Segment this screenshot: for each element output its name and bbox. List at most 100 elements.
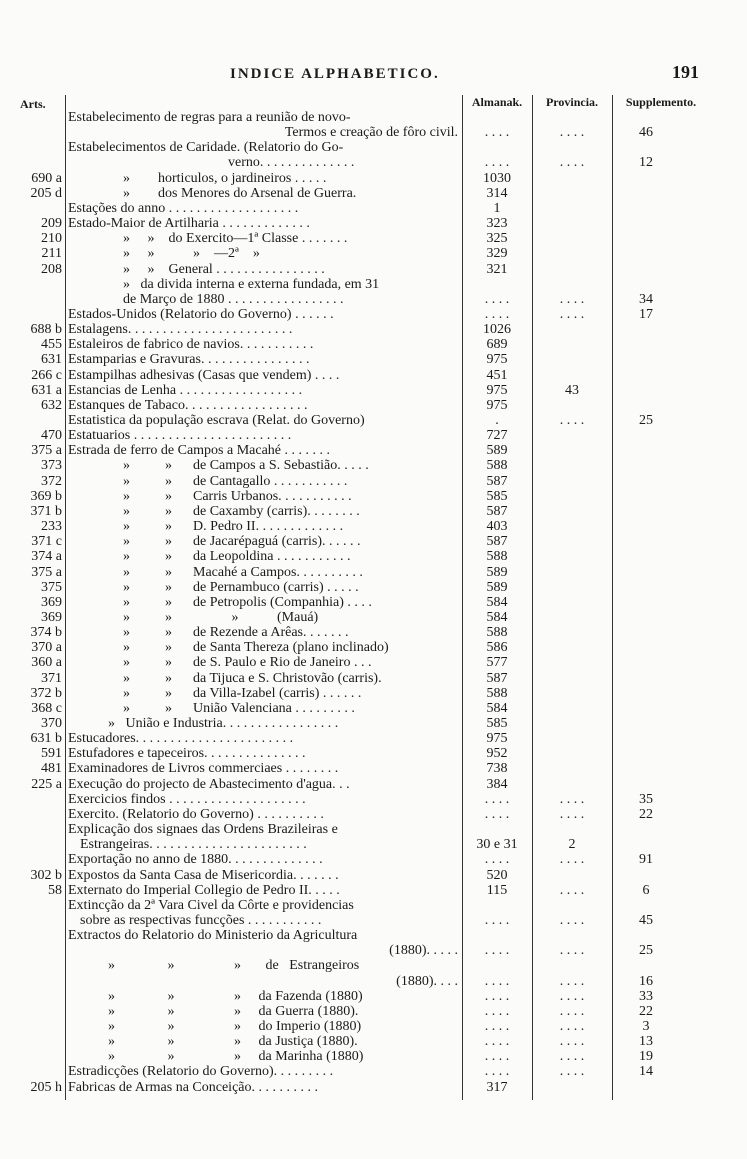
entry: » » D. Pedro II. . . . . . . . . . . . . [123, 519, 344, 535]
art-number: 455 [41, 337, 62, 353]
entry: » » de Campos a S. Sebastião. . . . . [123, 458, 369, 474]
entry: Extincção da 2ª Vara Civel da Côrte e pr… [68, 897, 354, 913]
almanak-ref: 738 [486, 761, 508, 777]
almanak-ref: . . . . [484, 1049, 510, 1065]
entry: » » do Exercito—1ª Classe . . . . . . . [123, 231, 348, 247]
entry: Estado-Maior de Artilharia . . . . . . .… [68, 216, 310, 232]
entry: » » » da Justiça (1880). [108, 1034, 358, 1050]
entry: » » de Pernambuco (carris) . . . . . [123, 579, 359, 595]
art-number: 208 [41, 261, 62, 277]
provincia-ref: 2 [568, 837, 576, 853]
art-number: 58 [48, 882, 62, 898]
almanak-ref: 321 [486, 261, 508, 277]
supplemento-ref: 13 [639, 1034, 653, 1050]
entry: Exercicios findos . . . . . . . . . . . … [68, 791, 306, 807]
provincia-ref: . . . . [559, 806, 585, 822]
art-number: 368 c [31, 700, 62, 716]
almanak-ref: 1 [493, 200, 501, 216]
page-title: INDICE ALPHABETICO. [230, 66, 440, 82]
art-number: 370 [41, 716, 62, 731]
entry: Externato do Imperial Collegio de Pedro … [68, 882, 340, 898]
entry: Estaleiros de fabrico de navios. . . . .… [68, 337, 314, 353]
provincia-ref: . . . . [559, 1034, 585, 1050]
supplemento-ref: 91 [639, 852, 653, 868]
entry: Estucadores. . . . . . . . . . . . . . .… [68, 731, 294, 747]
rule [462, 95, 463, 1100]
entry: » » da Leopoldina . . . . . . . . . . . [123, 549, 351, 565]
art-number: 470 [41, 428, 62, 444]
art-number: 374 b [30, 625, 63, 641]
provincia-ref: . . . . [559, 882, 585, 898]
provincia-ref: . . . . [559, 291, 585, 307]
entry: Estabelecimento de regras para a reunião… [68, 110, 351, 125]
entry: » » » —2ª » [123, 246, 260, 262]
supplemento-ref: 17 [639, 306, 653, 322]
art-number: 370 a [31, 640, 62, 656]
provincia-ref: . . . . [559, 413, 585, 428]
entry: » » Carris Urbanos. . . . . . . . . . . [123, 488, 352, 504]
art-number: 205 d [30, 185, 63, 201]
entry: » União e Industria. . . . . . . . . . .… [108, 716, 339, 731]
entry: Expostos da Santa Casa de Misericordia. … [68, 867, 339, 883]
entry: » » » da Fazenda (1880) [108, 988, 363, 1004]
entry: Estatistica da população escrava (Relat.… [68, 413, 365, 428]
almanak-ref: 30 e 31 [476, 837, 518, 853]
almanak-ref: 1030 [483, 170, 511, 186]
art-number: 369 b [30, 488, 63, 504]
supplemento-ref: 16 [639, 973, 653, 989]
provincia-ref: . . . . [559, 912, 585, 928]
almanak-ref: 584 [486, 594, 508, 610]
almanak-ref: 589 [486, 579, 508, 595]
art-number: 369 [41, 594, 62, 610]
art-number: 371 [41, 670, 62, 686]
entry: » » de Rezende a Arêas. . . . . . . [123, 625, 349, 641]
supplemento-ref: 35 [639, 791, 653, 807]
entry: de Março de 1880 . . . . . . . . . . . .… [123, 291, 344, 307]
provincia-ref: . . . . [559, 988, 585, 1004]
provincia-ref: . . . . [559, 1049, 585, 1065]
almanak-ref: 325 [486, 231, 508, 247]
supplemento-ref: 22 [639, 806, 653, 822]
art-number: 360 a [31, 655, 62, 671]
almanak-ref: 115 [486, 882, 508, 898]
art-number: 266 c [31, 367, 62, 383]
supplemento-ref: 3 [642, 1019, 650, 1034]
almanak-ref: 589 [486, 564, 508, 580]
supplemento-ref: 14 [639, 1064, 653, 1080]
entry: » da divida interna e externa fundada, e… [123, 276, 380, 292]
entry: Exercito. (Relatorio do Governo) . . . .… [68, 806, 324, 822]
provincia-ref: . . . . [559, 1003, 585, 1019]
entry: » dos Menores do Arsenal de Guerra. [123, 185, 357, 201]
provincia-ref: . . . . [559, 155, 585, 171]
art-number: 631 b [30, 731, 63, 747]
entry: » » de S. Paulo e Rio de Janeiro . . . [123, 655, 372, 671]
entry: Estamparias e Gravuras. . . . . . . . . … [68, 352, 310, 368]
almanak-ref: 975 [486, 731, 508, 747]
almanak-ref: 975 [486, 397, 508, 413]
entry: verno. . . . . . . . . . . . . . [228, 155, 355, 171]
entry: Estalagens. . . . . . . . . . . . . . . … [68, 322, 293, 338]
entry: » » » de Estrangeiros [108, 958, 360, 974]
art-number: 233 [41, 519, 62, 535]
art-number: 225 a [31, 776, 62, 792]
entry: » » General . . . . . . . . . . . . . . … [123, 261, 325, 277]
entry: Estações do anno . . . . . . . . . . . .… [68, 200, 299, 216]
supplemento-ref: 25 [639, 413, 653, 428]
art-number: 369 [41, 609, 62, 625]
art-number: 375 [41, 579, 62, 595]
provincia-ref: 43 [565, 382, 579, 398]
entry: » » de Petropolis (Companhia) . . . . [123, 594, 372, 610]
entry: » » Macahé a Campos. . . . . . . . . . [123, 564, 363, 580]
entry: Estampilhas adhesivas (Casas que vendem)… [68, 367, 340, 383]
art-number: 481 [41, 761, 62, 777]
art-number: 374 a [31, 549, 62, 565]
entry: » » » do Imperio (1880) [108, 1019, 362, 1034]
entry: » horticulos, o jardineiros . . . . . [123, 170, 327, 186]
col-provincia: Provincia. [545, 95, 599, 109]
almanak-ref: 587 [486, 503, 508, 519]
almanak-ref: . . . . [484, 973, 510, 989]
almanak-ref: . . . . [484, 806, 510, 822]
almanak-ref: 587 [486, 473, 508, 489]
supplemento-ref: 45 [639, 912, 653, 928]
